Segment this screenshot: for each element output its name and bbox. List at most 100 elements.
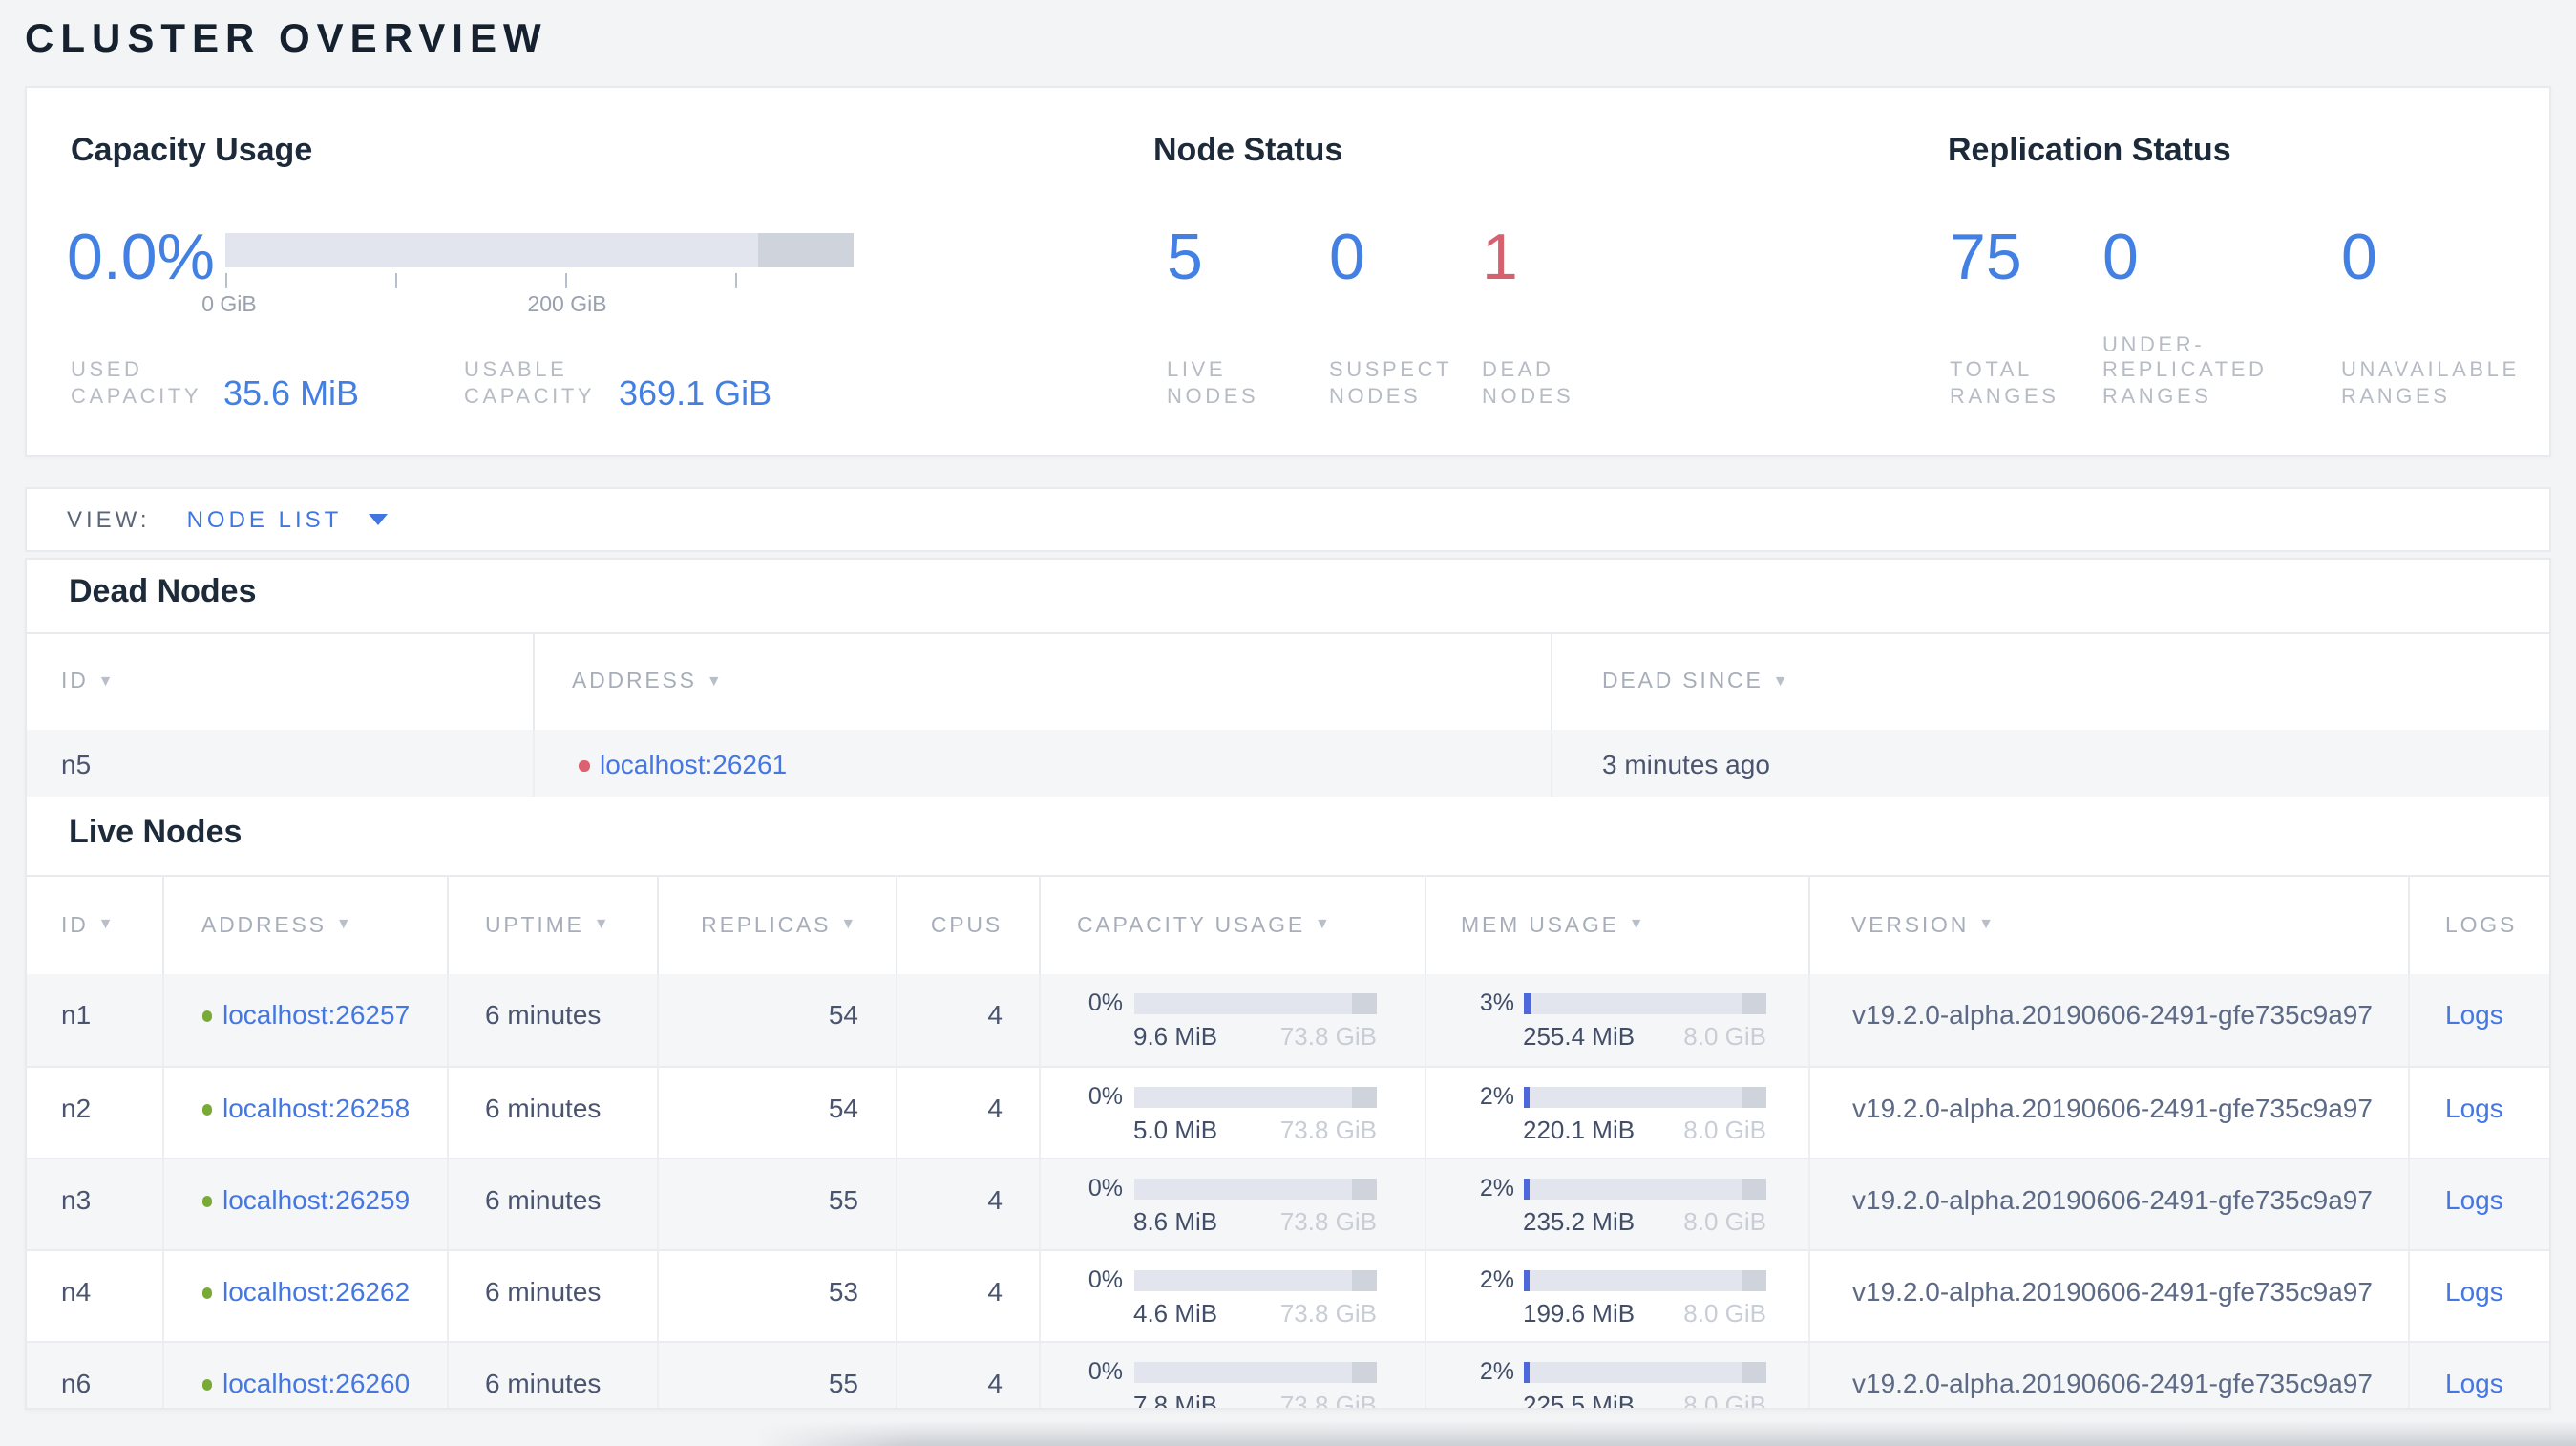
live-header-version[interactable]: VERSION ▼ bbox=[1810, 877, 2410, 974]
sort-desc-icon: ▼ bbox=[706, 671, 725, 689]
dead-header-dead-since[interactable]: DEAD SINCE ▼ bbox=[1602, 670, 1791, 693]
dead-since-cell: 3 minutes ago bbox=[1602, 749, 1770, 779]
node-replicas-cell: 53 bbox=[659, 1251, 897, 1341]
node-live-dot-icon bbox=[201, 1010, 212, 1021]
live-header-id[interactable]: ID ▼ bbox=[27, 877, 164, 974]
view-selected-value: NODE LIST bbox=[186, 506, 343, 533]
live-nodes-count: 5 bbox=[1167, 222, 1203, 294]
view-label: VIEW: bbox=[67, 506, 151, 533]
dead-header-id[interactable]: ID ▼ bbox=[27, 634, 535, 730]
live-nodes-section-title: Live Nodes bbox=[69, 814, 243, 850]
dead-nodes-section-title: Dead Nodes bbox=[69, 573, 257, 609]
sort-desc-icon: ▼ bbox=[97, 671, 116, 689]
live-header-replicas[interactable]: REPLICAS ▼ bbox=[659, 877, 897, 974]
node-cpus-cell: 4 bbox=[897, 1251, 1041, 1341]
node-uptime-cell: 6 minutes bbox=[448, 1343, 659, 1408]
usable-capacity-value: 369.1 GiB bbox=[619, 374, 772, 413]
capacity-mini-bar bbox=[1133, 1361, 1377, 1382]
node-id-cell: n2 bbox=[27, 1068, 164, 1158]
node-uptime-cell: 6 minutes bbox=[448, 1251, 659, 1341]
capacity-mini-bar bbox=[1133, 992, 1377, 1013]
axis-tick bbox=[565, 273, 567, 288]
dead-nodes-header-row: ID ▼ ADDRESS ▼ DEAD SINCE ▼ bbox=[27, 634, 2549, 730]
used-capacity-label: USED CAPACITY bbox=[71, 359, 202, 408]
logs-link[interactable]: Logs bbox=[2445, 1093, 2503, 1123]
node-logs-cell: Logs bbox=[2410, 1251, 2549, 1341]
page-title: CLUSTER OVERVIEW bbox=[25, 17, 548, 61]
view-selector-dropdown[interactable]: NODE LIST bbox=[187, 506, 389, 533]
dead-header-address[interactable]: ADDRESS ▼ bbox=[535, 634, 1552, 730]
node-id-cell: n3 bbox=[27, 1159, 164, 1249]
sort-desc-icon: ▼ bbox=[97, 915, 116, 932]
node-mem-usage-cell: 2% 220.1 MiB 8.0 GiB bbox=[1426, 1068, 1810, 1158]
logs-link[interactable]: Logs bbox=[2445, 999, 2503, 1030]
node-address-link[interactable]: localhost:26260 bbox=[222, 1368, 411, 1398]
node-logs-cell: Logs bbox=[2410, 1068, 2549, 1158]
node-replicas-cell: 54 bbox=[659, 1068, 897, 1158]
sort-desc-icon: ▼ bbox=[1315, 915, 1333, 932]
suspect-nodes-label: SUSPECT NODES bbox=[1329, 359, 1453, 408]
live-node-row: n3 localhost:26259 6 minutes 55 4 0% 8.6… bbox=[27, 1158, 2549, 1249]
node-logs-cell: Logs bbox=[2410, 1159, 2549, 1249]
live-nodes-label: LIVE NODES bbox=[1167, 359, 1259, 408]
node-address-link[interactable]: localhost:26262 bbox=[222, 1276, 411, 1307]
logs-link[interactable]: Logs bbox=[2445, 1276, 2503, 1307]
node-address-cell: localhost:26259 bbox=[164, 1159, 448, 1249]
node-replicas-cell: 55 bbox=[659, 1343, 897, 1408]
node-logs-cell: Logs bbox=[2410, 1343, 2549, 1408]
capacity-usage-title: Capacity Usage bbox=[71, 132, 313, 168]
node-cpus-cell: 4 bbox=[897, 1159, 1041, 1249]
live-header-uptime[interactable]: UPTIME ▼ bbox=[448, 877, 659, 974]
used-capacity-value: 35.6 MiB bbox=[223, 374, 360, 413]
node-capacity-usage-cell: 0% 4.6 MiB 73.8 GiB bbox=[1041, 1251, 1426, 1341]
live-header-mem-usage[interactable]: MEM USAGE ▼ bbox=[1426, 877, 1810, 974]
sort-desc-icon: ▼ bbox=[335, 915, 354, 932]
live-nodes-header-row: ID ▼ ADDRESS ▼ UPTIME ▼ REPLICAS ▼ CPUS CAPA… bbox=[27, 877, 2549, 974]
dead-nodes-table: ID ▼ ADDRESS ▼ DEAD SINCE ▼ n5 localhost:26… bbox=[27, 632, 2549, 797]
node-capacity-usage-cell: 0% 9.6 MiB 73.8 GiB bbox=[1041, 974, 1426, 1066]
axis-tick bbox=[734, 273, 736, 288]
node-uptime-cell: 6 minutes bbox=[448, 1068, 659, 1158]
dead-node-row: n5 localhost:26261 3 minutes ago bbox=[27, 730, 2549, 797]
axis-tick bbox=[225, 273, 227, 288]
node-mem-usage-cell: 2% 225.5 MiB 8.0 GiB bbox=[1426, 1343, 1810, 1408]
node-replicas-cell: 55 bbox=[659, 1159, 897, 1249]
live-header-cpus[interactable]: CPUS bbox=[897, 877, 1041, 974]
capacity-mini-bar bbox=[1133, 1269, 1377, 1290]
node-version-cell: v19.2.0-alpha.20190606-2491-gfe735c9a97 bbox=[1810, 1068, 2410, 1158]
live-header-capacity-usage[interactable]: CAPACITY USAGE ▼ bbox=[1041, 877, 1426, 974]
mem-mini-bar bbox=[1523, 992, 1766, 1013]
total-ranges-count: 75 bbox=[1950, 222, 2022, 294]
sort-desc-icon: ▼ bbox=[1772, 671, 1791, 689]
live-node-row: n6 localhost:26260 6 minutes 55 4 0% 7.8… bbox=[27, 1341, 2549, 1408]
summary-card: Capacity Usage 0.0% 0 GiB 200 GiB USED C… bbox=[25, 86, 2551, 457]
unavailable-ranges-count: 0 bbox=[2341, 222, 2377, 294]
capacity-bar bbox=[225, 233, 854, 267]
logs-link[interactable]: Logs bbox=[2445, 1184, 2503, 1215]
view-bar: VIEW: NODE LIST bbox=[25, 487, 2551, 552]
usable-capacity-label: USABLE CAPACITY bbox=[464, 359, 596, 408]
unavailable-ranges-label: UNAVAILABLE RANGES bbox=[2341, 359, 2520, 408]
live-header-address[interactable]: ADDRESS ▼ bbox=[164, 877, 448, 974]
node-address-link[interactable]: localhost:26259 bbox=[222, 1184, 411, 1215]
node-mem-usage-cell: 3% 255.4 MiB 8.0 GiB bbox=[1426, 974, 1810, 1066]
node-cpus-cell: 4 bbox=[897, 1068, 1041, 1158]
chevron-down-icon bbox=[369, 514, 389, 525]
dead-node-id-cell: n5 bbox=[27, 730, 535, 797]
logs-link[interactable]: Logs bbox=[2445, 1368, 2503, 1398]
node-address-link[interactable]: localhost:26258 bbox=[222, 1093, 411, 1123]
node-live-dot-icon bbox=[201, 1104, 212, 1115]
replication-status-title: Replication Status bbox=[1948, 132, 2231, 168]
capacity-percent: 0.0% bbox=[67, 222, 215, 294]
dead-nodes-count: 1 bbox=[1482, 222, 1518, 294]
total-ranges-label: TOTAL RANGES bbox=[1950, 359, 2059, 408]
node-id-cell: n4 bbox=[27, 1251, 164, 1341]
axis-tick-label: 200 GiB bbox=[527, 294, 607, 317]
node-status-title: Node Status bbox=[1153, 132, 1343, 168]
node-address-link[interactable]: localhost:26257 bbox=[222, 999, 411, 1030]
node-version-cell: v19.2.0-alpha.20190606-2491-gfe735c9a97 bbox=[1810, 1343, 2410, 1408]
node-logs-cell: Logs bbox=[2410, 974, 2549, 1066]
node-cpus-cell: 4 bbox=[897, 1343, 1041, 1408]
node-address-link[interactable]: localhost:26261 bbox=[600, 749, 788, 779]
